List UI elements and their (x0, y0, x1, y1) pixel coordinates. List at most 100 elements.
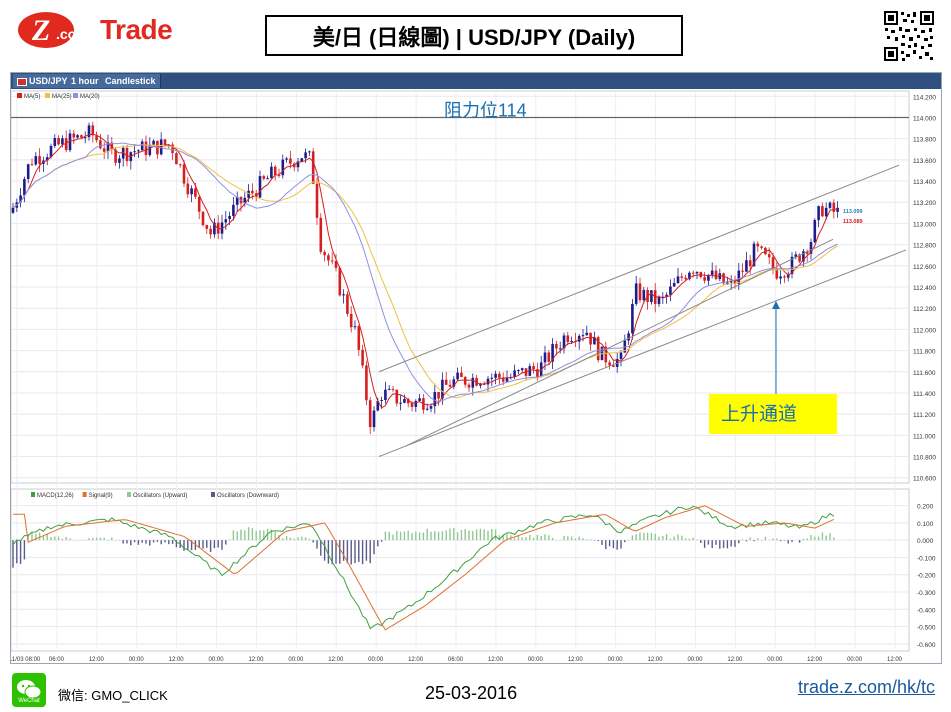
candle-body (323, 251, 326, 256)
osc-tick-label: -0.100 (917, 555, 936, 562)
candle-body (786, 274, 790, 278)
x-tick-label: 06:00 (448, 657, 464, 663)
candle-body (406, 399, 410, 404)
candle-body (235, 196, 239, 205)
candle-body (536, 369, 539, 377)
candle-body (118, 158, 121, 163)
candle-body (441, 379, 444, 399)
price-chart[interactable]: 114.200 114.000 113.800 113.600 113.400 113.2… (11, 89, 941, 663)
candle-body (501, 377, 505, 382)
candle-body (399, 402, 402, 404)
candle-body (665, 294, 668, 297)
candle-body (638, 283, 642, 301)
candle-body (585, 332, 589, 336)
candle-body (794, 254, 798, 257)
candle-body (589, 332, 592, 345)
candle-body (467, 384, 471, 388)
y-tick-label: 112.000 (913, 327, 936, 334)
osc-tick-label: -0.500 (917, 625, 936, 632)
x-tick-label: 12:00 (568, 657, 584, 663)
candle-body (710, 270, 714, 275)
x-tick-label: 00:00 (528, 657, 544, 663)
candle-body (171, 144, 174, 154)
candle-body (813, 220, 817, 243)
y-tick-label: 111.600 (913, 370, 936, 377)
x-tick-label: 12:00 (169, 657, 185, 663)
candle-body (175, 153, 178, 165)
page-title: 美/日 (日線圖) | USD/JPY (Daily) (265, 15, 683, 56)
legend-label: MA(25) (52, 94, 72, 100)
candle-body (494, 373, 497, 378)
tab-timeframe[interactable]: 1 hour (67, 74, 104, 88)
candle-body (213, 222, 216, 235)
candle-body (798, 254, 801, 262)
candle-body (558, 348, 562, 350)
legend-label: MACD(12,26) (37, 493, 74, 499)
candle-body (737, 270, 741, 284)
candle-body (691, 272, 695, 274)
candle-body (311, 151, 315, 184)
osc-tick-label: 0.100 (917, 521, 934, 528)
tab-symbol[interactable]: USD/JPY (13, 74, 73, 88)
website-link[interactable]: trade.z.com/hk/tc (798, 677, 936, 697)
x-tick-label: 00:00 (129, 657, 145, 663)
y-tick-label: 114.000 (913, 115, 936, 122)
x-tick-label: 12:00 (328, 657, 344, 663)
candle-body (349, 313, 353, 328)
candle-body (790, 256, 794, 275)
candle-body (372, 410, 376, 428)
candle-body (334, 260, 338, 268)
candle-body (190, 188, 193, 195)
candle-body (319, 217, 323, 252)
candle-body (251, 190, 254, 194)
candle-body (771, 257, 775, 269)
candle-body (824, 207, 828, 217)
candle-body (330, 260, 334, 262)
flag-icon (17, 77, 27, 86)
candle-body (463, 377, 467, 385)
candle-body (361, 349, 364, 366)
candle-body (26, 164, 30, 180)
candle-body (596, 337, 600, 361)
candle-body (520, 368, 524, 371)
osc-tick-label: -0.400 (917, 607, 936, 614)
candle-body (661, 296, 665, 298)
x-tick-label: 12:00 (887, 657, 903, 663)
report-date: 25-03-2016 (425, 683, 518, 703)
candle-body (121, 147, 125, 159)
candle-body (285, 158, 288, 160)
candle-body (619, 352, 623, 359)
candle-body (532, 366, 535, 370)
candle-body (566, 335, 570, 342)
candle-body (91, 125, 95, 136)
candle-body (72, 133, 76, 138)
tab-chart-type[interactable]: Candlestick (101, 74, 161, 88)
y-tick-label: 112.400 (913, 285, 936, 292)
candle-body (745, 260, 748, 272)
candle-body (528, 366, 532, 376)
candle-body (243, 197, 247, 204)
x-tick-label: 12:00 (648, 657, 664, 663)
candle-body (387, 388, 391, 390)
candle-body (783, 276, 786, 278)
candle-body (395, 389, 399, 404)
ma20-line (12, 142, 838, 403)
candle-body (403, 399, 406, 403)
candle-body (357, 326, 361, 350)
legend-label: MA(20) (80, 94, 100, 100)
candle-body (68, 133, 72, 151)
x-tick-label: 00:00 (847, 657, 863, 663)
channel-label: 上升通道 (721, 403, 797, 425)
candle-body (61, 138, 64, 145)
candle-body (140, 141, 144, 151)
candle-body (452, 379, 456, 387)
y-tick-label: 113.200 (913, 200, 936, 207)
chart-window: USD/JPY 1 hour Candlestick 114.200 114.00… (10, 72, 942, 664)
candle-body (11, 207, 15, 213)
legend-swatch (211, 492, 215, 497)
tab-symbol-label: USD/JPY (29, 76, 68, 86)
y-tick-label: 110.800 (913, 455, 936, 462)
candle-body (133, 151, 136, 153)
candle-body (741, 270, 744, 272)
candle-body (680, 276, 684, 278)
